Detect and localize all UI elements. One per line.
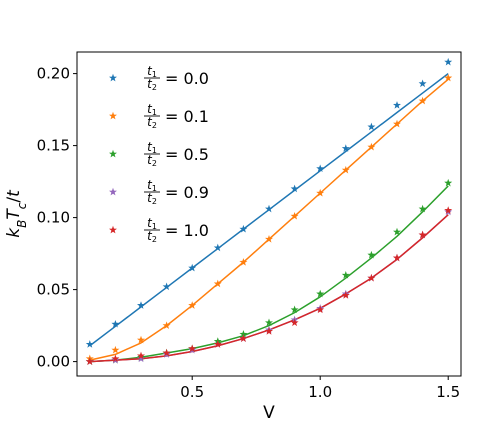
series-1-point <box>265 235 273 243</box>
series-1-point <box>137 335 145 344</box>
series-1-point <box>162 321 171 329</box>
series-4-point <box>111 354 120 363</box>
series-4-point <box>188 344 197 353</box>
legend-marker <box>109 187 117 196</box>
y-axis-label: kBTc/t <box>4 189 29 238</box>
series-markers <box>85 57 453 365</box>
y-tick-label: 0.15 <box>37 137 70 155</box>
series-0-point <box>265 204 273 213</box>
series-2-point <box>316 289 325 298</box>
x-tick-label: 1.0 <box>308 383 332 401</box>
series-2-point <box>239 330 248 338</box>
y-tick-label: 0.10 <box>37 209 70 227</box>
series-1-point <box>444 73 453 82</box>
legend-fraction-numerator: t1 <box>147 216 157 231</box>
series-1-point <box>341 165 350 174</box>
series-0-point <box>137 301 145 309</box>
series-3-point <box>137 354 145 363</box>
series-1-point <box>393 119 401 128</box>
series-0-point <box>239 224 248 233</box>
series-2-point <box>418 204 427 213</box>
series-4-point <box>393 253 401 262</box>
series-0-point <box>367 122 376 131</box>
series-1-point <box>213 279 222 288</box>
legend-fraction-numerator: t1 <box>147 140 157 155</box>
series-4-point <box>290 318 299 327</box>
series-4-point <box>213 340 222 348</box>
series-1-point <box>188 301 197 309</box>
legend-marker <box>109 73 117 82</box>
series-4-point <box>137 351 145 360</box>
series-0-point <box>444 57 453 66</box>
series-0-point <box>290 184 299 193</box>
legend-fraction-denominator: t2 <box>147 77 157 92</box>
y-tick-label: 0.05 <box>37 281 70 299</box>
series-4-point <box>162 348 171 357</box>
series-0-point <box>162 282 171 291</box>
series-4-point <box>418 230 427 239</box>
legend-fraction-denominator: t2 <box>147 229 157 244</box>
series-0-point <box>188 263 197 272</box>
legend-fraction-denominator: t2 <box>147 191 157 206</box>
legend-marker <box>109 225 117 234</box>
series-0-point <box>85 340 94 348</box>
legend-fraction-denominator: t2 <box>147 153 157 168</box>
axes: 0.5 1.0 1.5 0.00 0.05 0.10 0.15 0.20 <box>37 51 462 401</box>
legend-fraction-numerator: t1 <box>147 64 157 79</box>
legend-value: = 1.0 <box>165 221 209 240</box>
series-1-point <box>418 96 427 105</box>
series-1-point <box>111 345 120 354</box>
series-4-point <box>316 305 325 314</box>
x-tick-label: 0.5 <box>180 383 204 401</box>
legend-fraction-numerator: t1 <box>147 178 157 193</box>
series-2-point <box>341 271 350 279</box>
series-2-point <box>444 178 453 187</box>
series-1-point <box>239 258 248 266</box>
x-axis-label: V <box>263 403 275 423</box>
series-4-point <box>444 206 453 214</box>
legend-marker <box>109 111 117 120</box>
series-4-point <box>239 334 248 342</box>
legend-value: = 0.5 <box>165 145 209 164</box>
y-tick-label: 0.00 <box>37 353 70 371</box>
series-1-point <box>316 188 325 197</box>
series-0-point <box>341 144 350 152</box>
plot-frame <box>76 51 462 377</box>
legend-marker <box>109 149 117 158</box>
series-2-point <box>367 250 376 259</box>
y-tick-label: 0.20 <box>37 65 70 83</box>
series-4-point <box>341 291 350 299</box>
series-0-point <box>393 101 401 109</box>
series-line-2 <box>89 185 449 363</box>
legend-value: = 0.9 <box>165 183 209 202</box>
series-4-point <box>265 327 273 335</box>
series-1-point <box>290 211 299 220</box>
legend-value: = 0.1 <box>165 107 209 126</box>
legend-fraction-numerator: t1 <box>147 102 157 117</box>
series-1-point <box>367 142 376 151</box>
series-2-point <box>393 227 401 236</box>
x-tick-label: 1.5 <box>436 383 460 401</box>
legend-fraction-denominator: t2 <box>147 115 157 130</box>
series-4-point <box>367 273 376 282</box>
series-0-point <box>111 319 120 328</box>
series-4-point <box>85 357 94 365</box>
series-2-point <box>290 305 299 314</box>
series-0-point <box>316 164 325 173</box>
series-2-point <box>265 318 273 327</box>
series-0-point <box>213 243 222 252</box>
series-0-point <box>418 79 427 88</box>
legend-value: = 0.0 <box>165 69 209 88</box>
